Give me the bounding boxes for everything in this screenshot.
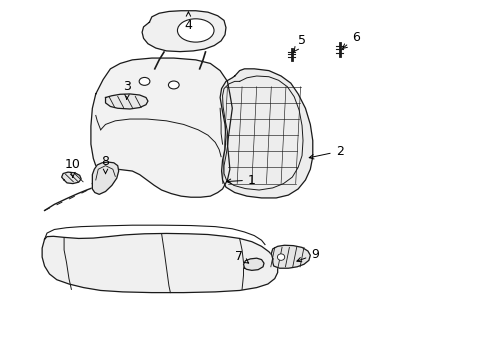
Polygon shape — [271, 245, 310, 268]
Ellipse shape — [277, 254, 284, 260]
Text: 4: 4 — [184, 12, 192, 32]
Text: 3: 3 — [123, 80, 131, 99]
Polygon shape — [243, 258, 264, 270]
Text: 8: 8 — [102, 155, 109, 174]
Polygon shape — [142, 11, 225, 51]
Polygon shape — [61, 172, 81, 184]
Text: 2: 2 — [308, 145, 343, 159]
Polygon shape — [42, 233, 277, 293]
Text: 6: 6 — [342, 31, 359, 49]
Text: 5: 5 — [293, 34, 305, 52]
Ellipse shape — [139, 77, 150, 85]
Polygon shape — [92, 162, 119, 194]
Polygon shape — [91, 58, 232, 197]
Ellipse shape — [168, 81, 179, 89]
Text: 7: 7 — [234, 249, 248, 263]
Text: 10: 10 — [65, 158, 81, 177]
Text: 9: 9 — [296, 248, 319, 262]
Ellipse shape — [177, 19, 214, 42]
Polygon shape — [220, 69, 312, 198]
Polygon shape — [105, 94, 148, 109]
Text: 1: 1 — [226, 174, 255, 186]
